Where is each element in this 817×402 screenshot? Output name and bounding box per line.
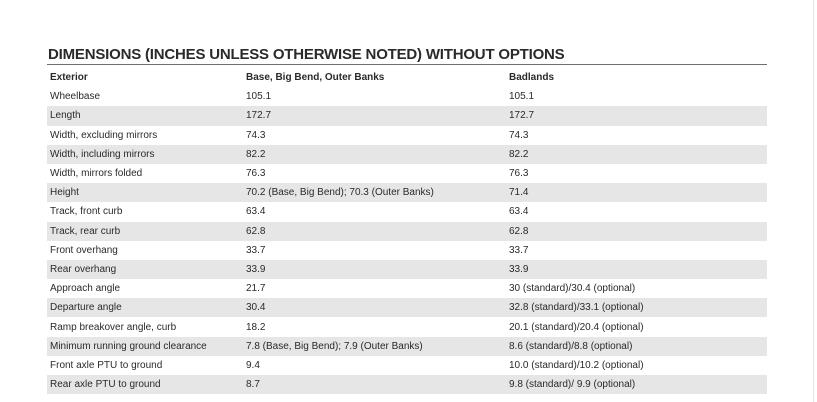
table-row: Length 172.7 172.7 — [47, 106, 767, 126]
table-row: Track, front curb 63.4 63.4 — [47, 202, 767, 221]
column-header-base-big-bend-outer-banks: Base, Big Bend, Outer Banks — [246, 72, 385, 84]
badlands-value: 33.9 — [506, 259, 767, 280]
badlands-value: 63.4 — [509, 206, 529, 218]
base-value: 172.7 — [243, 106, 506, 126]
table-row: Wheelbase 105.1 105.1 — [47, 87, 767, 106]
row-label: Ramp breakover angle, curb — [50, 321, 177, 333]
row-label: Departure angle — [47, 298, 243, 318]
badlands-value: 9.8 (standard)/ 9.9 (optional) — [506, 375, 767, 395]
base-value: 30.4 — [243, 298, 506, 318]
base-value: 18.2 — [246, 321, 266, 333]
table-row: Ramp breakover angle, curb 18.2 20.1 (st… — [47, 317, 767, 336]
base-value: 70.2 (Base, Big Bend); 70.3 (Outer Banks… — [243, 183, 506, 203]
table-row: Width, excluding mirrors 74.3 74.3 — [47, 126, 767, 145]
base-value: 9.4 — [246, 359, 260, 371]
base-value: 74.3 — [246, 129, 266, 141]
row-label: Wheelbase — [50, 91, 101, 103]
row-label: Width, excluding mirrors — [50, 129, 158, 141]
table-row: Rear overhang 33.9 33.9 — [47, 259, 767, 280]
table-row: Front overhang 33.7 33.7 — [47, 241, 767, 260]
base-value: 8.7 — [243, 375, 506, 395]
badlands-value: 62.8 — [506, 221, 767, 241]
header-row: Exterior Base, Big Bend, Outer Banks Bad… — [47, 68, 767, 87]
row-label: Height — [47, 183, 243, 203]
table-body: Wheelbase 105.1 105.1 Length 172.7 172.7… — [47, 87, 767, 395]
badlands-value: 71.4 — [506, 183, 767, 203]
row-label: Length — [47, 106, 243, 126]
base-value: 33.9 — [243, 259, 506, 280]
table-row: Minimum running ground clearance 7.8 (Ba… — [47, 336, 767, 356]
column-header-badlands: Badlands — [509, 72, 555, 84]
badlands-value: 20.1 (standard)/20.4 (optional) — [509, 321, 644, 333]
table-title: DIMENSIONS (INCHES UNLESS OTHERWISE NOTE… — [48, 46, 565, 63]
badlands-value: 32.8 (standard)/33.1 (optional) — [506, 298, 767, 318]
row-label: Width, including mirrors — [47, 144, 243, 164]
base-value: 76.3 — [246, 168, 266, 180]
row-label: Minimum running ground clearance — [47, 336, 243, 356]
badlands-value: 33.7 — [509, 244, 529, 256]
base-value: 63.4 — [246, 206, 266, 218]
row-label: Rear axle PTU to ground — [47, 375, 243, 395]
table-header: Exterior Base, Big Bend, Outer Banks Bad… — [47, 68, 767, 87]
title-divider — [47, 64, 767, 65]
badlands-value: 76.3 — [509, 168, 529, 180]
table-row: Height 70.2 (Base, Big Bend); 70.3 (Oute… — [47, 183, 767, 203]
base-value: 21.7 — [246, 283, 266, 295]
table-row: Front axle PTU to ground 9.4 10.0 (stand… — [47, 356, 767, 375]
base-value: 62.8 — [243, 221, 506, 241]
base-value: 105.1 — [246, 91, 272, 103]
badlands-value: 74.3 — [509, 129, 529, 141]
column-header-exterior: Exterior — [50, 72, 88, 84]
row-label: Width, mirrors folded — [50, 168, 143, 180]
base-value: 33.7 — [246, 244, 266, 256]
badlands-value: 172.7 — [506, 106, 767, 126]
base-value: 7.8 (Base, Big Bend); 7.9 (Outer Banks) — [243, 336, 506, 356]
row-label: Front overhang — [50, 244, 118, 256]
badlands-value: 105.1 — [509, 91, 535, 103]
row-label: Front axle PTU to ground — [50, 359, 163, 371]
badlands-value: 30 (standard)/30.4 (optional) — [509, 283, 636, 295]
dimensions-table: Exterior Base, Big Bend, Outer Banks Bad… — [47, 68, 767, 395]
page-edge-line — [813, 0, 814, 402]
row-label: Track, front curb — [50, 206, 123, 218]
base-value: 82.2 — [243, 144, 506, 164]
badlands-value: 8.6 (standard)/8.8 (optional) — [506, 336, 767, 356]
table-row: Rear axle PTU to ground 8.7 9.8 (standar… — [47, 375, 767, 395]
table-row: Width, mirrors folded 76.3 76.3 — [47, 164, 767, 183]
row-label: Rear overhang — [47, 259, 243, 280]
row-label: Track, rear curb — [47, 221, 243, 241]
table-row: Track, rear curb 62.8 62.8 — [47, 221, 767, 241]
table-row: Departure angle 30.4 32.8 (standard)/33.… — [47, 298, 767, 318]
badlands-value: 82.2 — [506, 144, 767, 164]
table-row: Width, including mirrors 82.2 82.2 — [47, 144, 767, 164]
row-label: Approach angle — [50, 283, 121, 295]
badlands-value: 10.0 (standard)/10.2 (optional) — [509, 359, 644, 371]
table-row: Approach angle 21.7 30 (standard)/30.4 (… — [47, 279, 767, 298]
